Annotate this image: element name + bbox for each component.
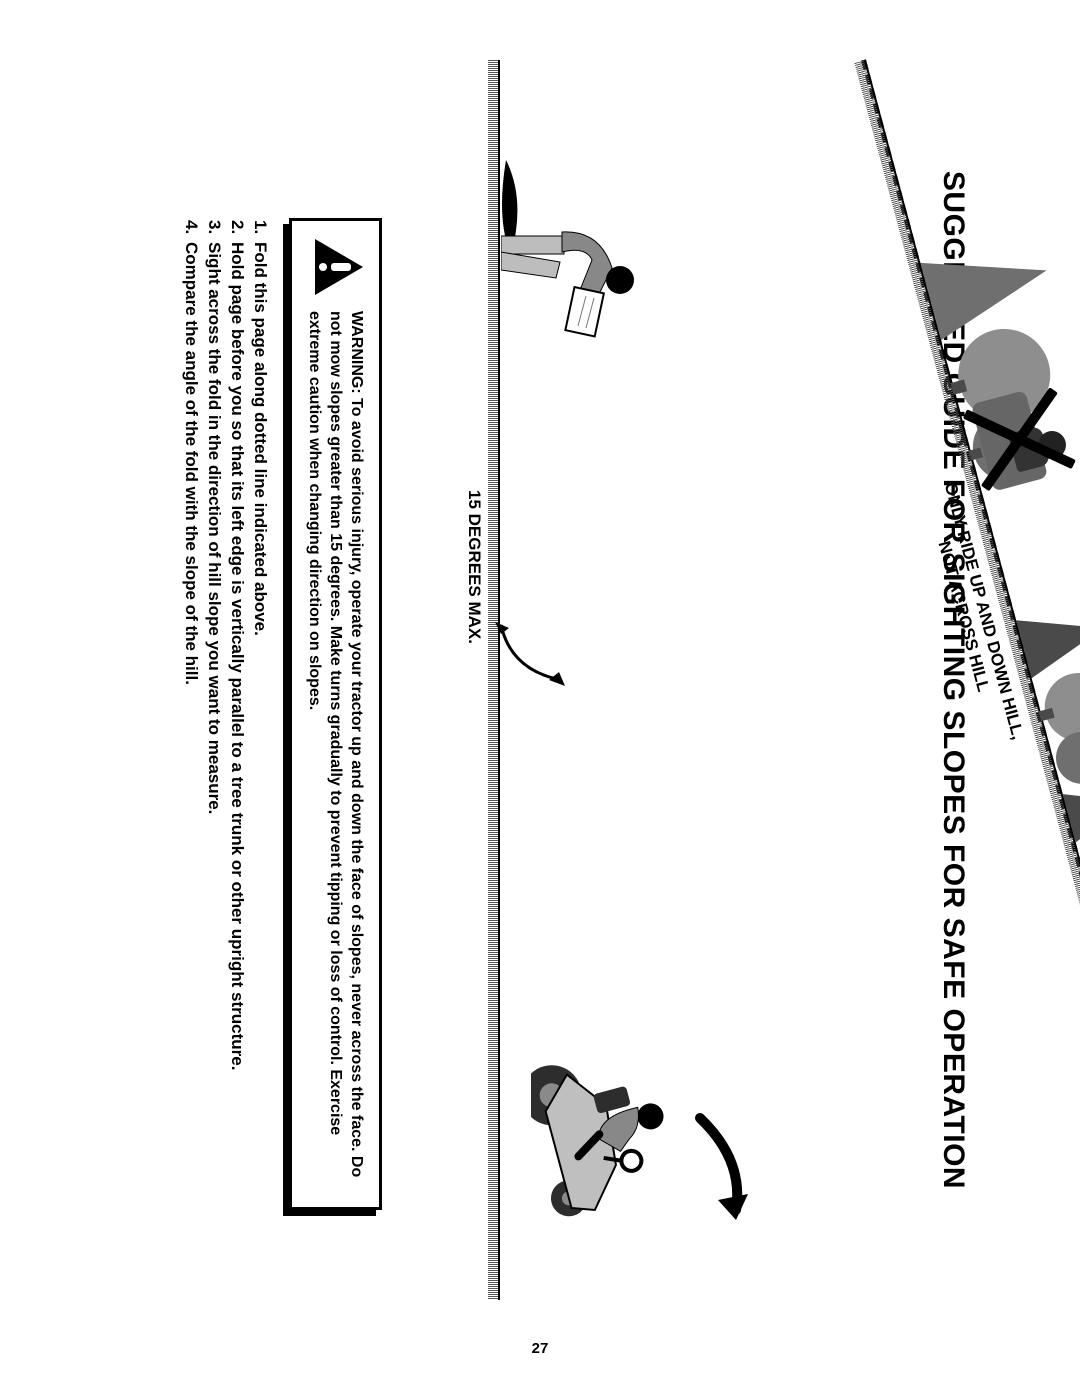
warning-text: WARNING: To avoid serious injury, operat… xyxy=(304,311,367,1191)
page-title: SUGGESTED GUIDE FOR SIGHTING SLOPES FOR … xyxy=(936,90,970,1270)
rotated-content: SUGGESTED GUIDE FOR SIGHTING SLOPES FOR … xyxy=(110,90,970,1270)
angle-arrow-icon xyxy=(491,610,581,700)
warning-body: To avoid serious injury, operate your tr… xyxy=(306,311,365,1177)
page-number: 27 xyxy=(532,1340,549,1357)
warning-triangle-icon xyxy=(313,237,365,297)
step-2: 2.Hold page before you so that its left … xyxy=(225,220,248,1220)
instruction-steps: 1.Fold this page along dotted line indic… xyxy=(179,220,271,1220)
slope-diagram: FOLD ALONG DOTTED LINE THIS IS A 15 DEGR… xyxy=(396,90,926,1270)
motion-arrow-icon xyxy=(690,1110,750,1220)
warning-lead: WARNING: xyxy=(348,311,365,394)
step-4: 4.Compare the angle of the fold with the… xyxy=(179,220,202,1220)
angle-max-label: 15 DEGREES MAX. xyxy=(464,490,484,644)
step-1: 1.Fold this page along dotted line indic… xyxy=(248,220,271,1220)
person-sighting-icon xyxy=(501,160,656,340)
mower-updown-icon xyxy=(531,1050,696,1250)
step-3: 3.Sight across the fold in the direction… xyxy=(202,220,225,1220)
warning-box: WARNING: To avoid serious injury, operat… xyxy=(289,218,382,1210)
